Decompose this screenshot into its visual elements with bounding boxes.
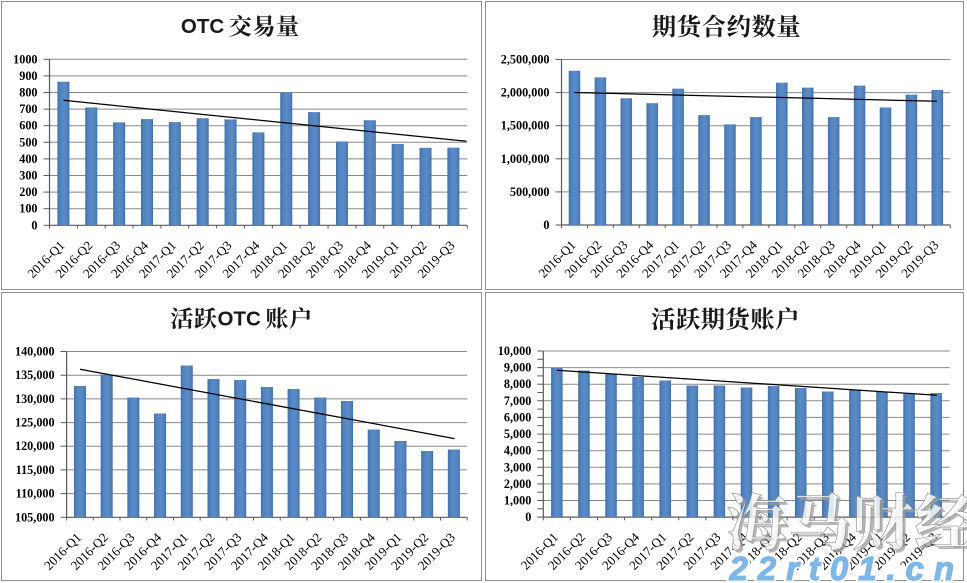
- svg-text:400: 400: [19, 152, 37, 166]
- svg-text:OTC: OTC: [218, 307, 261, 330]
- svg-text:100: 100: [19, 202, 37, 216]
- svg-text:125,000: 125,000: [15, 416, 55, 430]
- svg-text:0: 0: [525, 510, 531, 524]
- svg-text:7,000: 7,000: [504, 394, 531, 408]
- svg-text:200: 200: [19, 185, 37, 199]
- svg-text:1000: 1000: [13, 52, 37, 66]
- svg-text:300: 300: [19, 169, 37, 183]
- svg-text:9,000: 9,000: [504, 361, 531, 375]
- svg-text:OTC: OTC: [181, 15, 224, 38]
- svg-text:700: 700: [19, 102, 37, 116]
- svg-text:1,000,000: 1,000,000: [501, 152, 550, 166]
- svg-text:135,000: 135,000: [15, 368, 55, 382]
- svg-text:800: 800: [19, 86, 37, 100]
- svg-text:2,000,000: 2,000,000: [501, 86, 550, 100]
- svg-text:4,000: 4,000: [504, 444, 531, 458]
- svg-text:3,000: 3,000: [504, 460, 531, 474]
- svg-text:130,000: 130,000: [15, 392, 55, 406]
- svg-text:500,000: 500,000: [510, 185, 550, 199]
- svg-text:6,000: 6,000: [504, 410, 531, 424]
- svg-text:900: 900: [19, 69, 37, 83]
- svg-text:22rt01.cn: 22rt01.cn: [729, 550, 964, 583]
- svg-text:1,500,000: 1,500,000: [501, 119, 550, 133]
- svg-text:0: 0: [543, 218, 549, 232]
- svg-text:500: 500: [19, 135, 37, 149]
- svg-text:140,000: 140,000: [15, 345, 55, 359]
- svg-text:8,000: 8,000: [504, 377, 531, 391]
- svg-text:22rt01.cn: 22rt01.cn: [729, 550, 964, 583]
- svg-text:1,000: 1,000: [504, 494, 531, 508]
- svg-text:2,000: 2,000: [504, 477, 531, 491]
- svg-text:600: 600: [19, 119, 37, 133]
- svg-text:110,000: 110,000: [16, 487, 55, 501]
- svg-text:115,000: 115,000: [16, 463, 55, 477]
- svg-text:10,000: 10,000: [498, 344, 532, 358]
- svg-text:0: 0: [31, 218, 37, 232]
- svg-text:2,500,000: 2,500,000: [501, 53, 550, 67]
- svg-text:105,000: 105,000: [15, 510, 55, 524]
- svg-text:5,000: 5,000: [504, 427, 531, 441]
- svg-text:120,000: 120,000: [15, 439, 55, 453]
